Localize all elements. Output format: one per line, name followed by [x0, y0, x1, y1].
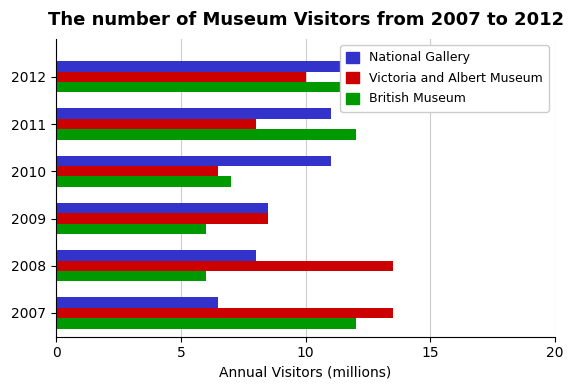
Bar	[56, 129, 355, 140]
Bar	[56, 82, 405, 92]
Bar	[56, 119, 256, 129]
Bar	[56, 318, 355, 328]
Bar	[56, 250, 256, 260]
Bar	[56, 224, 206, 234]
Bar	[56, 166, 218, 176]
Bar	[56, 156, 331, 166]
Bar	[56, 203, 268, 213]
Bar	[56, 260, 393, 271]
Bar	[56, 72, 305, 82]
Title: The number of Museum Visitors from 2007 to 2012: The number of Museum Visitors from 2007 …	[48, 11, 564, 29]
Bar	[56, 298, 218, 308]
Legend: National Gallery, Victoria and Albert Museum, British Museum: National Gallery, Victoria and Albert Mu…	[340, 45, 549, 112]
Bar	[56, 61, 455, 72]
Bar	[56, 308, 393, 318]
Bar	[56, 271, 206, 282]
X-axis label: Annual Visitors (millions): Annual Visitors (millions)	[220, 366, 392, 380]
Bar	[56, 213, 268, 224]
Bar	[56, 176, 231, 187]
Bar	[56, 108, 331, 119]
